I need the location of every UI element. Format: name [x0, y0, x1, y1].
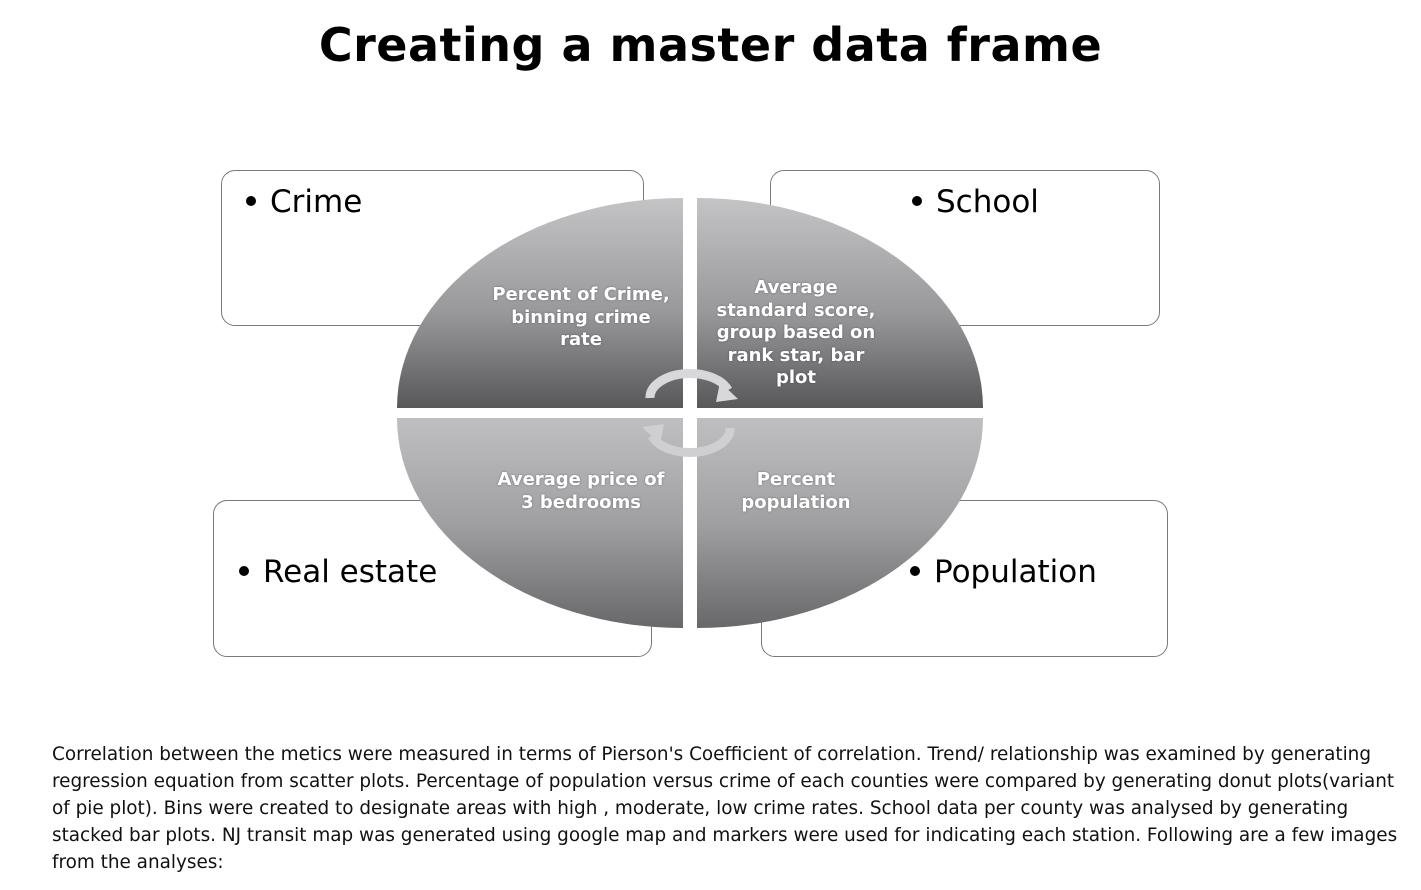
- cycle-arrows-icon: [642, 368, 738, 458]
- crime-label: Crime: [246, 184, 362, 220]
- quadrant-bottom-right-text: Percent population: [741, 469, 851, 513]
- quadrant-bottom-left-text: Average price of 3 bedrooms: [497, 469, 665, 513]
- quadrant-top-right-text: Average standard score, group based on r…: [716, 277, 876, 388]
- quadrant-bottom-right: [697, 418, 983, 628]
- population-label: Population: [910, 554, 1097, 590]
- quadrant-top-left: [397, 198, 683, 408]
- quadrant-top-right: [697, 198, 983, 408]
- bullet-icon: [912, 195, 922, 206]
- quadrant-top-left-text: Percent of Crime, binning crime rate: [492, 284, 670, 350]
- bullet-icon: [239, 565, 249, 576]
- real-estate-label: Real estate: [239, 554, 437, 590]
- bullet-icon: [246, 195, 256, 206]
- school-label: School: [912, 184, 1039, 220]
- bullet-icon: [910, 565, 920, 576]
- description-paragraph: Correlation between the metics were meas…: [52, 744, 1398, 873]
- quadrant-bottom-left: [397, 418, 683, 628]
- page-title: Creating a master data frame: [318, 18, 1103, 72]
